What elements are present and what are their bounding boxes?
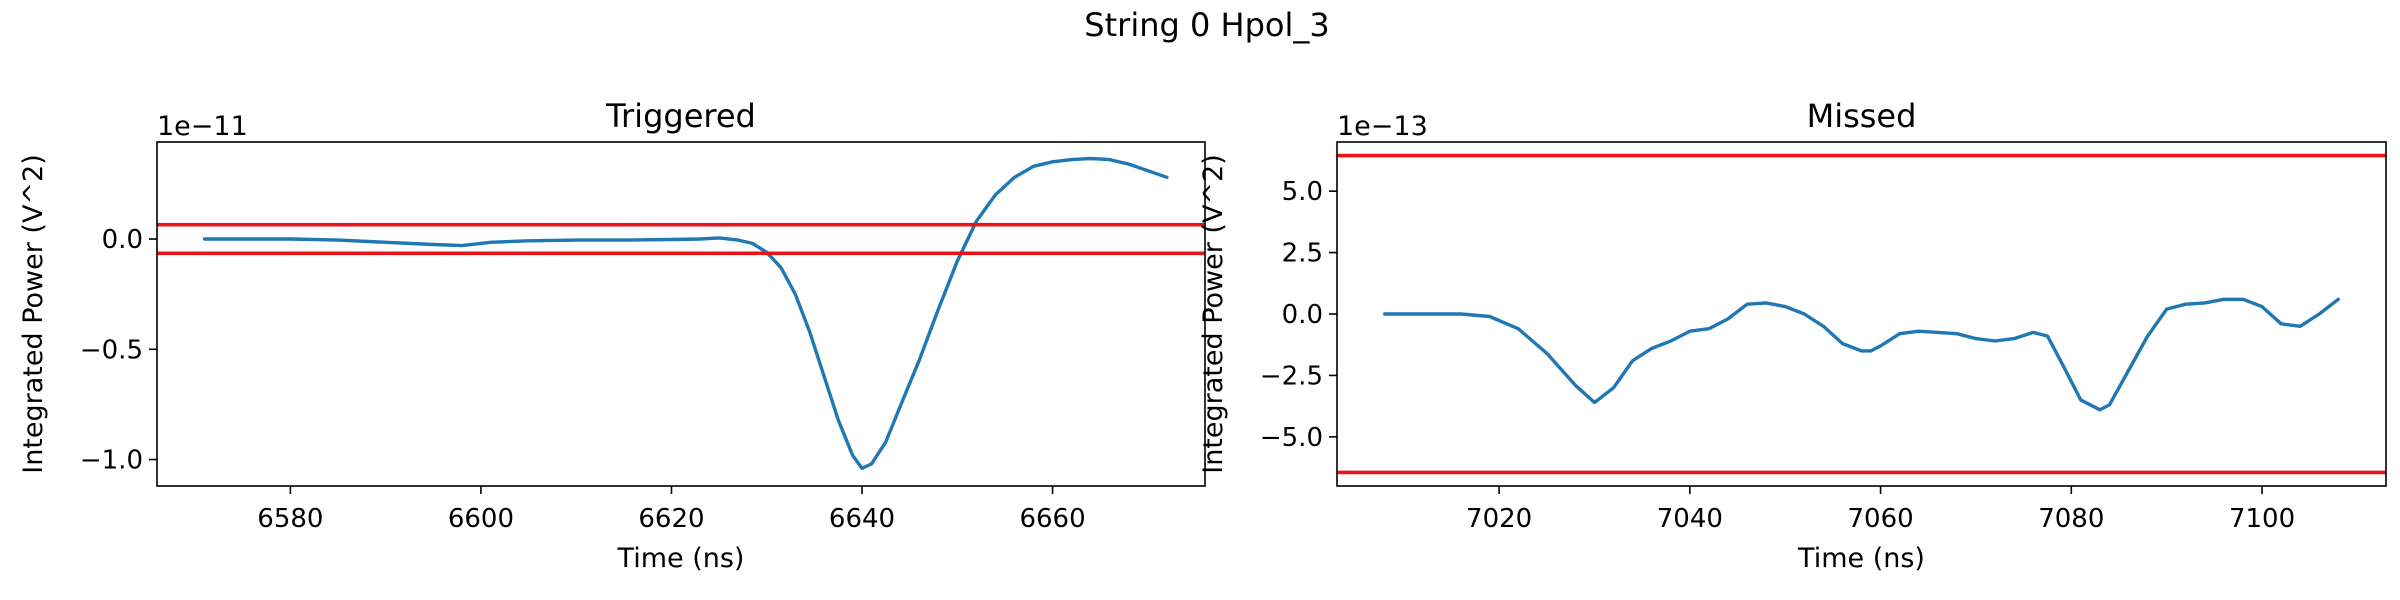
axes-title: Missed [1807, 97, 1917, 135]
x-tick-label: 7040 [1657, 504, 1723, 534]
x-tick-label: 6580 [257, 504, 323, 534]
panel-triggered: 6580 6600 6620 6640 6660 0.0 −0.5 −1.0 Triggered… [18, 97, 1206, 574]
panel-missed: 7020 7040 7060 7080 7100 5.0 2.5 0.0 −2.5 −5.0 Mis… [1198, 97, 2387, 574]
x-tick-label: 6640 [829, 504, 895, 534]
axes-frame [1336, 141, 2387, 487]
y-tick-label: 0.0 [1282, 300, 1323, 330]
axes-title: Triggered [605, 97, 756, 135]
y-tick-label: −1.0 [80, 446, 143, 476]
x-tick-label: 7060 [1847, 504, 1913, 534]
y-axis-label: Integrated Power (V^2) [1198, 154, 1229, 474]
x-axis-label: Time (ns) [1797, 543, 1925, 574]
x-tick-label: 7020 [1466, 504, 1532, 534]
x-tick-label: 6600 [448, 504, 514, 534]
y-tick-label: −0.5 [80, 335, 143, 365]
data-line [1382, 297, 2341, 412]
y-tick-label: −5.0 [1260, 423, 1323, 453]
data-line [202, 156, 1169, 471]
y-tick-label: 0.0 [102, 225, 143, 255]
y-tick-label: −2.5 [1260, 361, 1323, 391]
x-axis-label: Time (ns) [617, 543, 745, 574]
x-tick-label: 6620 [638, 504, 704, 534]
y-axis-label: Integrated Power (V^2) [18, 154, 49, 474]
x-tick-label: 7080 [2038, 504, 2104, 534]
figure-title: String 0 Hpol_3 [1084, 6, 1329, 44]
y-offset-label: 1e−11 [157, 111, 248, 142]
x-tick-label: 6660 [1019, 504, 1085, 534]
y-tick-label: 5.0 [1282, 177, 1323, 207]
axes-frame [156, 141, 1206, 487]
y-offset-label: 1e−13 [1337, 111, 1428, 142]
x-tick-label: 7100 [2229, 504, 2295, 534]
y-tick-label: 2.5 [1282, 239, 1323, 269]
